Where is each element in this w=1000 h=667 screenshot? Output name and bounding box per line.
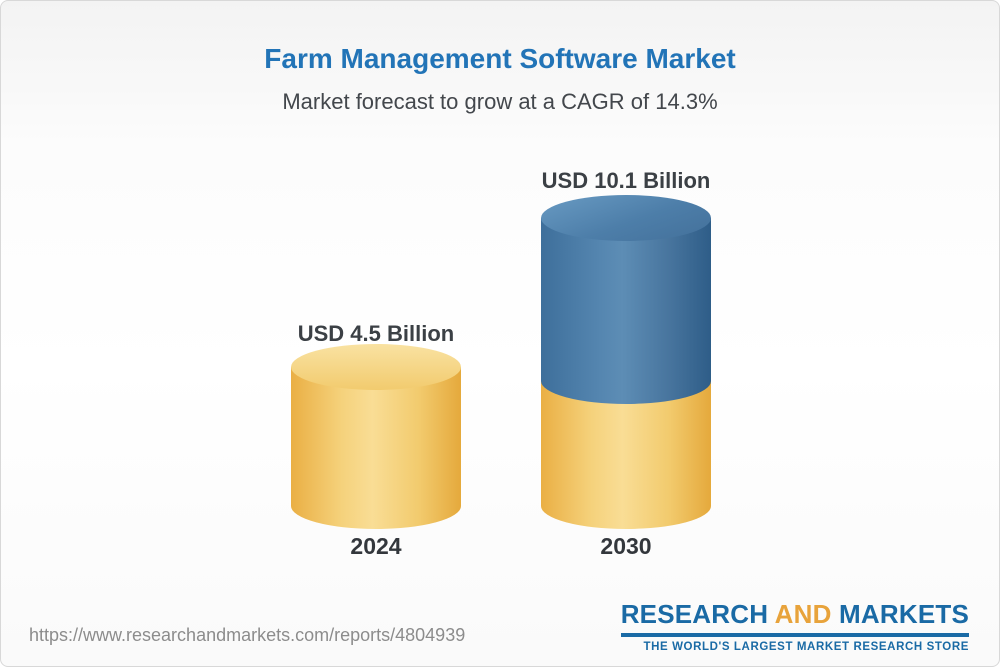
- bar-2024-cylinder-top: [291, 344, 461, 390]
- logo-word-research: RESEARCH: [620, 599, 769, 629]
- axis-label-2030: 2030: [600, 533, 652, 559]
- page-title: Farm Management Software Market: [264, 43, 736, 74]
- logo-word-markets: MARKETS: [839, 599, 969, 629]
- logo-wordmark: RESEARCH AND MARKETS: [621, 599, 969, 630]
- bar-2030-growth-segment: [541, 218, 711, 404]
- report-url: https://www.researchandmarkets.com/repor…: [29, 625, 466, 645]
- page-subtitle: Market forecast to grow at a CAGR of 14.…: [282, 89, 718, 114]
- value-label-2030: USD 10.1 Billion: [541, 168, 711, 193]
- logo-word-and: AND: [774, 599, 832, 629]
- logo-tagline: THE WORLD'S LARGEST MARKET RESEARCH STOR…: [643, 641, 969, 653]
- bar-2024-cylinder-body: [291, 367, 461, 529]
- logo-underline: [620, 633, 969, 637]
- bar-2030-cylinder-top: [541, 195, 711, 241]
- axis-label-2024: 2024: [350, 533, 402, 559]
- research-and-markets-logo: RESEARCH AND MARKETS THE WORLD'S LARGEST…: [620, 599, 969, 653]
- value-label-2024: USD 4.5 Billion: [297, 321, 455, 346]
- bar-2030-base-segment: [541, 381, 711, 529]
